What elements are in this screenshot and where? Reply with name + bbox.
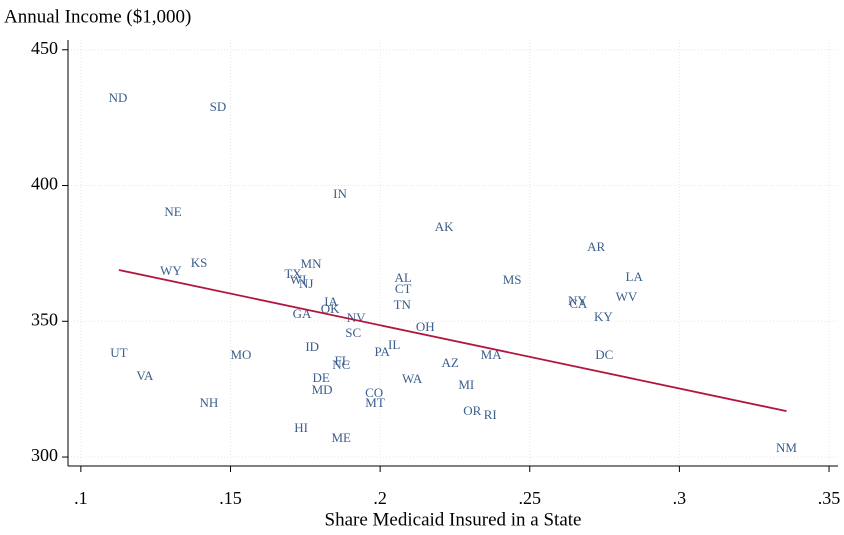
x-tick-label: .3 [673,488,687,508]
state-label: AZ [441,355,458,370]
x-axis-title: Share Medicaid Insured in a State [325,509,582,530]
state-label: NM [776,440,797,455]
fit-line [118,269,787,413]
state-label: NY [568,293,587,308]
state-label: MS [503,272,522,287]
state-label: AL [395,270,412,285]
state-label: WA [402,371,423,386]
y-tick-label: 450 [31,38,58,58]
state-label: VA [136,368,154,383]
state-label: WY [160,263,182,278]
state-label: TN [394,297,412,312]
state-label: WI [290,272,307,287]
state-label: MO [230,347,251,362]
state-label: SC [345,325,361,340]
state-label: NH [200,395,219,410]
x-tick-label: .1 [74,488,88,508]
state-label: IA [324,294,338,309]
state-label: IN [333,186,347,201]
state-label: SD [210,99,227,114]
state-label: TX [284,266,302,281]
state-label: CT [395,281,412,296]
state-label: HI [294,420,308,435]
state-label: OK [321,301,340,316]
state-label: LA [626,269,644,284]
y-axis-title: Annual Income ($1,000) [4,6,191,27]
x-tick-label: .25 [519,488,542,508]
state-label: NC [332,357,350,372]
state-label: NV [347,310,366,325]
state-label: CA [569,296,588,311]
state-label: KS [191,255,208,270]
state-label: ND [109,90,128,105]
state-label: AK [435,219,454,234]
state-label: PA [375,344,391,359]
state-label: OR [463,403,481,418]
x-tick-label: .15 [219,488,242,508]
state-label: KY [594,309,613,324]
state-label: ID [305,339,319,354]
state-label: AR [587,239,605,254]
state-label: DC [595,347,613,362]
state-label: MT [365,395,385,410]
state-label: RI [484,407,497,422]
x-tick-label: .2 [373,488,387,508]
state-label: DE [313,370,330,385]
state-label: NE [164,204,181,219]
y-tick-label: 300 [31,445,58,465]
x-tick-label: .35 [818,488,841,508]
state-label: IL [388,337,400,352]
state-label: OH [416,319,435,334]
state-label: UT [110,345,127,360]
state-label: CO [365,385,383,400]
state-label: FL [335,353,350,368]
state-label: ME [331,430,351,445]
state-label: MN [301,256,323,271]
state-label: MI [458,377,474,392]
state-label: MD [312,382,333,397]
y-tick-label: 400 [31,174,58,194]
state-label: WV [616,289,638,304]
y-tick-label: 350 [31,309,58,329]
state-label: NJ [299,276,313,291]
